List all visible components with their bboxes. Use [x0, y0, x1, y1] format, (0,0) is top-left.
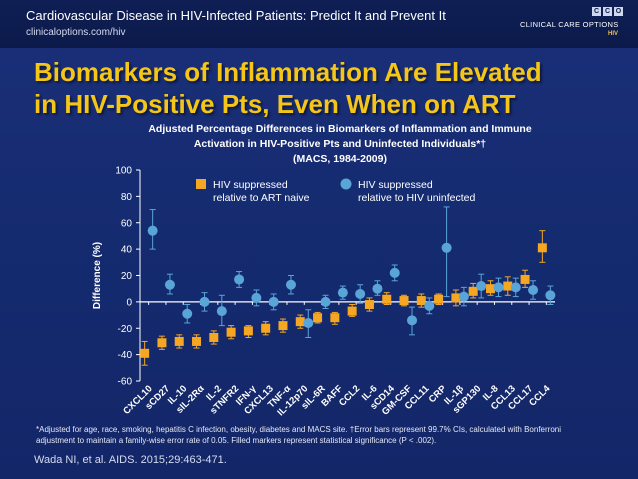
- clinical-care-options-logo: C C O CLINICAL CARE OPTIONS HIV: [520, 6, 628, 42]
- y-tick-label: 0: [126, 297, 132, 308]
- header-url[interactable]: clinicaloptions.com/hiv: [26, 27, 126, 38]
- series-suppressed-vs-naive: [140, 230, 547, 366]
- data-point-square: [537, 243, 547, 253]
- data-point-circle: [147, 225, 158, 236]
- y-tick-label: 100: [115, 166, 132, 177]
- data-point-square: [140, 348, 150, 358]
- data-point-circle: [476, 281, 487, 292]
- data-point-circle: [389, 267, 400, 278]
- legend-label-suppressed-vs-uninfected: HIV suppressed relative to HIV uninfected: [358, 179, 475, 204]
- data-point-square: [174, 336, 184, 346]
- data-point-circle: [458, 291, 469, 302]
- legend-label-suppressed-vs-naive: HIV suppressed relative to ART naive: [213, 179, 310, 204]
- data-point-circle: [510, 282, 521, 293]
- data-point-square: [416, 296, 426, 306]
- data-point-square: [451, 293, 461, 303]
- logo-boxes: C C O: [592, 7, 623, 16]
- logo-sub: HIV: [608, 31, 619, 37]
- data-point-square: [209, 332, 219, 342]
- logo-text: CLINICAL CARE OPTIONS: [520, 20, 619, 29]
- x-tick-label: CCL4: [527, 383, 553, 409]
- y-tick-label: 80: [121, 192, 133, 203]
- chart-title-line-3: (MACS, 1984-2009): [293, 153, 387, 165]
- y-tick-label: -20: [118, 324, 133, 335]
- data-point-square: [313, 313, 323, 323]
- logo-box: O: [614, 7, 623, 16]
- chart-title-line-2: Activation in HIV-Positive Pts and Uninf…: [193, 138, 487, 150]
- legend-label-line-2: relative to ART naive: [213, 192, 310, 204]
- footnote-line-1: *Adjusted for age, race, smoking, hepati…: [36, 425, 562, 434]
- data-point-square: [261, 323, 271, 333]
- data-point-circle: [320, 296, 331, 307]
- data-point-circle: [234, 274, 245, 285]
- data-point-square: [295, 317, 305, 327]
- data-point-circle: [182, 308, 193, 319]
- data-point-square: [243, 326, 253, 336]
- y-tick-label: -60: [118, 377, 133, 388]
- slide-title-line-2: in HIV-Positive Pts, Even When on ART: [34, 89, 516, 119]
- logo-box: C: [603, 7, 612, 16]
- y-tick-label: 40: [121, 245, 133, 256]
- citation: Wada NI, et al. AIDS. 2015;29:463-471.: [34, 454, 227, 466]
- header-bar: Cardiovascular Disease in HIV-Infected P…: [0, 0, 638, 48]
- data-point-circle: [493, 282, 504, 293]
- data-point-square: [278, 321, 288, 331]
- data-point-circle: [545, 290, 556, 301]
- header-title: Cardiovascular Disease in HIV-Infected P…: [26, 8, 446, 23]
- legend-label-line-1: HIV suppressed: [213, 179, 288, 191]
- data-point-circle: [424, 300, 435, 311]
- data-point-square: [485, 284, 495, 294]
- legend-label-line-2: relative to HIV uninfected: [358, 192, 475, 204]
- data-point-circle: [285, 279, 296, 290]
- y-tick-label: -40: [118, 350, 133, 361]
- data-point-square: [347, 306, 357, 316]
- data-point-square: [157, 338, 167, 348]
- data-point-circle: [216, 306, 227, 317]
- y-tick-label: 20: [121, 271, 133, 282]
- data-point-square: [364, 300, 374, 310]
- legend-swatch-circle: [340, 178, 352, 190]
- chart-title-line-1: Adjusted Percentage Differences in Bioma…: [148, 123, 532, 135]
- data-point-square: [503, 281, 513, 291]
- chart-title: Adjusted Percentage Differences in Bioma…: [100, 122, 580, 167]
- data-point-circle: [441, 242, 452, 253]
- data-point-circle: [164, 279, 175, 290]
- data-point-square: [330, 313, 340, 323]
- data-point-circle: [372, 283, 383, 294]
- y-tick-label: 60: [121, 218, 133, 229]
- data-point-circle: [199, 296, 210, 307]
- data-point-square: [399, 296, 409, 306]
- logo-box: C: [592, 7, 601, 16]
- legend-swatch-square: [196, 179, 206, 189]
- data-point-square: [226, 327, 236, 337]
- slide-title-line-1: Biomarkers of Inflammation Are Elevated: [34, 57, 542, 87]
- data-point-square: [192, 336, 202, 346]
- slide-title: Biomarkers of Inflammation Are Elevated …: [34, 56, 614, 120]
- data-point-circle: [407, 315, 418, 326]
- data-point-circle: [251, 292, 262, 303]
- data-point-circle: [528, 285, 539, 296]
- data-point-circle: [268, 296, 279, 307]
- data-point-square: [434, 294, 444, 304]
- data-point-circle: [337, 287, 348, 298]
- data-point-circle: [303, 317, 314, 328]
- footnote-line-2: adjustment to maintain a family-wise err…: [36, 436, 437, 445]
- footnote: *Adjusted for age, race, smoking, hepati…: [36, 424, 621, 446]
- data-point-circle: [355, 288, 366, 299]
- y-axis-label: Difference (%): [92, 242, 103, 309]
- data-point-square: [520, 274, 530, 284]
- legend-label-line-1: HIV suppressed: [358, 179, 433, 191]
- data-point-square: [382, 294, 392, 304]
- series-suppressed-vs-uninfected: [147, 206, 556, 338]
- data-point-square: [468, 286, 478, 296]
